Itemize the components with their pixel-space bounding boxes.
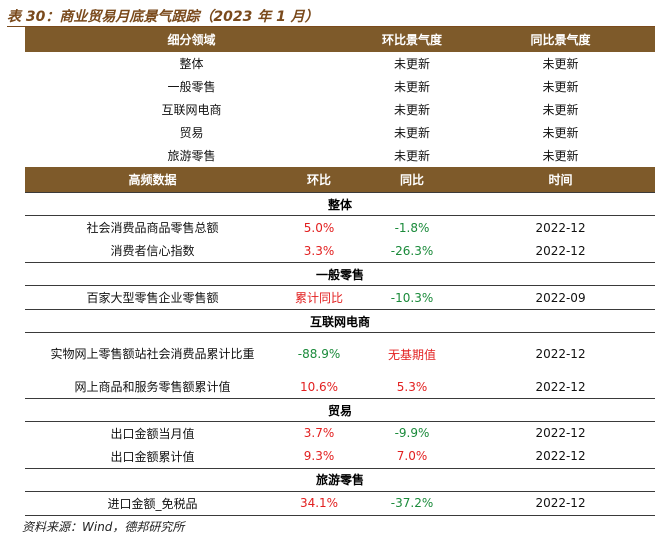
yoy-status: 未更新 — [542, 79, 579, 94]
table-row: 贸易 未更新 未更新 — [25, 121, 655, 144]
period: 2022-12 — [535, 379, 586, 394]
table-row: 网上商品和服务零售额累计值 10.6% 5.3% 2022-12 — [25, 375, 655, 398]
indicator-name: 社会消费品商品零售总额 — [86, 221, 219, 236]
mom-value: 9.3% — [303, 449, 335, 464]
header-indicator: 高频数据 — [25, 166, 280, 193]
indicator-name: 进口金额_免税品 — [25, 491, 280, 516]
mom-value: 累计同比 — [295, 291, 344, 306]
section-row: 旅游零售 — [25, 467, 656, 492]
mom-status: 未更新 — [394, 56, 431, 71]
mom-value: 34.1% — [280, 491, 359, 516]
indicator-name: 百家大型零售企业零售额 — [86, 291, 219, 306]
mom-value: 3.3% — [303, 243, 335, 258]
indicator-name: 网上商品和服务零售额累计值 — [74, 380, 231, 395]
section-title: 贸易 — [25, 398, 656, 423]
header-mom: 环比景气度 — [358, 27, 467, 52]
table-row: 社会消费品商品零售总额 5.0% -1.8% 2022-12 — [25, 216, 655, 239]
freq-header-row: 高频数据 环比 同比 时间 — [25, 166, 656, 193]
yoy-status: 未更新 — [542, 56, 579, 71]
yoy-value: -37.2% — [358, 491, 467, 516]
table-row: 一般零售 未更新 未更新 — [25, 75, 655, 98]
mom-value: -88.9% — [297, 347, 341, 362]
mom-value: 3.7% — [303, 426, 335, 441]
yoy-status: 未更新 — [542, 102, 579, 117]
segment-name: 一般零售 — [167, 79, 216, 94]
header-yoy: 同比景气度 — [466, 27, 656, 52]
table-row: 实物网上零售额站社会消费品累计比重 -88.9% 无基期值 2022-12 — [25, 333, 655, 376]
period: 2022-12 — [535, 449, 586, 464]
mom-status: 未更新 — [394, 148, 431, 163]
section-title: 整体 — [25, 192, 656, 217]
section-row: 贸易 — [25, 398, 656, 423]
yoy-value: -9.9% — [394, 426, 430, 441]
segment-name: 旅游零售 — [167, 148, 216, 163]
yoy-value: -1.8% — [394, 220, 430, 235]
section-title: 一般零售 — [25, 262, 656, 287]
table-row: 互联网电商 未更新 未更新 — [25, 98, 655, 121]
title-divider — [7, 26, 655, 27]
period: 2022-12 — [535, 243, 586, 258]
table-title: 表 30：商业贸易月底景气跟踪（2023 年 1 月） — [7, 9, 319, 25]
segment-name: 贸易 — [179, 125, 204, 140]
table-row: 旅游零售 未更新 未更新 — [25, 144, 655, 167]
mom-status: 未更新 — [394, 79, 431, 94]
section-title: 互联网电商 — [25, 309, 656, 334]
table-row: 进口金额_免税品 34.1% -37.2% 2022-12 — [25, 491, 656, 516]
mom-value: 10.6% — [299, 379, 339, 394]
indicator-name: 消费者信心指数 — [110, 244, 195, 259]
table-row: 消费者信心指数 3.3% -26.3% 2022-12 — [25, 239, 655, 262]
yoy-status: 未更新 — [542, 148, 579, 163]
period: 2022-12 — [535, 426, 586, 441]
section-row: 整体 — [25, 192, 656, 217]
yoy-value: 7.0% — [396, 449, 428, 464]
header-yoy: 同比 — [358, 166, 467, 193]
yoy-status: 未更新 — [542, 125, 579, 140]
yoy-value: -26.3% — [390, 243, 434, 258]
table-row: 百家大型零售企业零售额 累计同比 -10.3% 2022-09 — [25, 286, 655, 310]
segment-name: 整体 — [179, 56, 204, 71]
indicator-name: 实物网上零售额站社会消费品累计比重 — [50, 347, 255, 362]
header-segment: 细分领域 — [25, 27, 359, 52]
period: 2022-12 — [466, 491, 656, 516]
mom-status: 未更新 — [394, 125, 431, 140]
period: 2022-12 — [535, 347, 586, 362]
header-time: 时间 — [466, 166, 656, 193]
indicator-name: 出口金额当月值 — [110, 426, 195, 441]
yoy-value: 5.3% — [396, 379, 428, 394]
section-row: 一般零售 — [25, 262, 656, 287]
yoy-value: -10.3% — [390, 290, 434, 305]
indicator-name: 出口金额累计值 — [110, 449, 195, 464]
commerce-table: 细分领域 环比景气度 同比景气度 整体 未更新 未更新 一般零售 未更新 未更新… — [25, 27, 656, 516]
period: 2022-09 — [535, 290, 586, 305]
yoy-value: 无基期值 — [388, 347, 437, 362]
source-note: 资料来源：Wind，德邦研究所 — [22, 520, 185, 534]
section-row: 互联网电商 — [25, 309, 656, 334]
period: 2022-12 — [535, 220, 586, 235]
table-row: 整体 未更新 未更新 — [25, 52, 655, 75]
mom-status: 未更新 — [394, 102, 431, 117]
table-row: 出口金额累计值 9.3% 7.0% 2022-12 — [25, 445, 655, 468]
segment-name: 互联网电商 — [161, 102, 222, 117]
section-title: 旅游零售 — [25, 467, 656, 492]
top-header-row: 细分领域 环比景气度 同比景气度 — [25, 27, 656, 52]
header-mom: 环比 — [280, 166, 359, 193]
table-row: 出口金额当月值 3.7% -9.9% 2022-12 — [25, 422, 655, 445]
mom-value: 5.0% — [303, 220, 335, 235]
